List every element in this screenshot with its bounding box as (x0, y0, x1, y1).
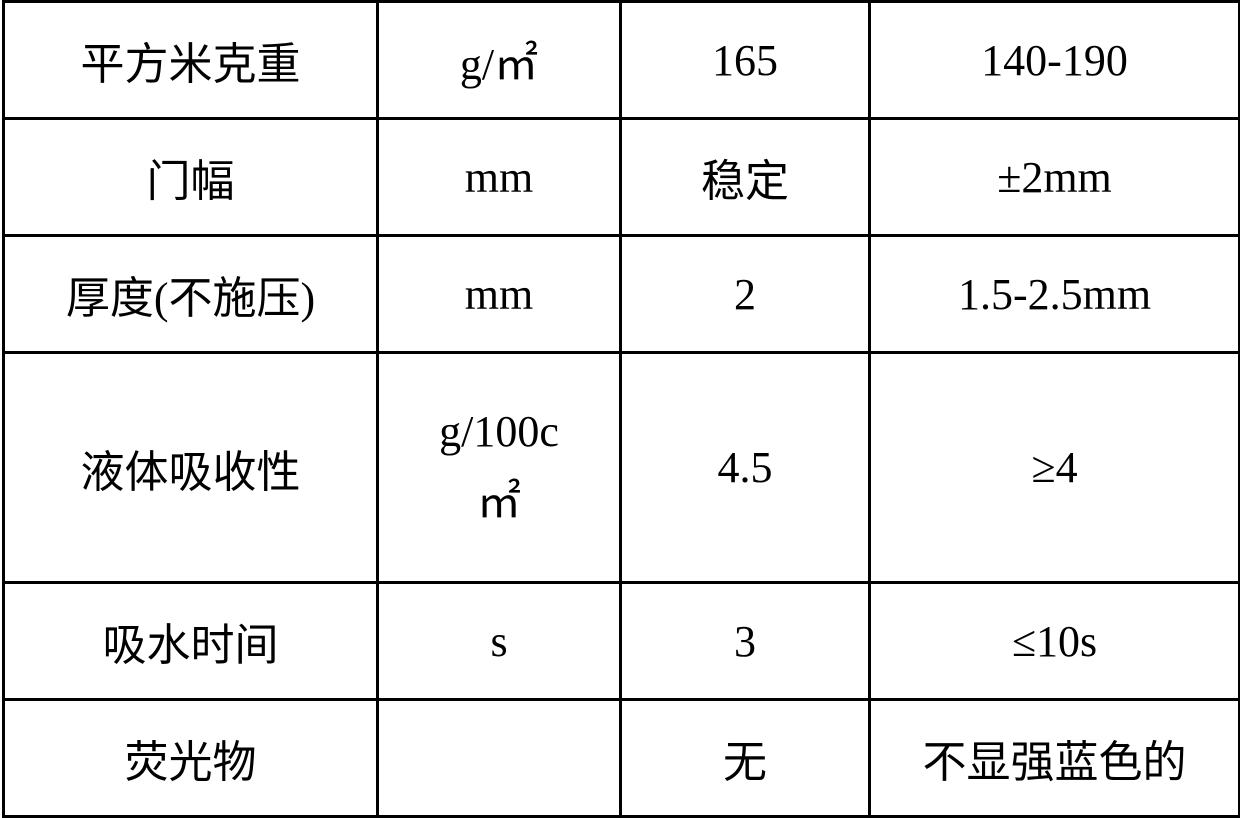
cell-spec: 不显强蓝色的 (870, 700, 1240, 817)
unit-line-1: g/100c (384, 397, 614, 467)
table-row: 平方米克重 g/㎡ 165 140-190 (4, 2, 1240, 119)
cell-value: 165 (621, 2, 870, 119)
cell-spec: 140-190 (870, 2, 1240, 119)
table-row: 厚度(不施压) mm 2 1.5-2.5mm (4, 236, 1240, 353)
cell-unit: s (378, 583, 621, 700)
cell-unit: g/100c ㎡ (378, 353, 621, 583)
cell-unit: g/㎡ (378, 2, 621, 119)
spec-table: 平方米克重 g/㎡ 165 140-190 门幅 mm 稳定 ±2mm 厚度(不… (2, 0, 1240, 818)
cell-unit: mm (378, 236, 621, 353)
spec-table-container: 平方米克重 g/㎡ 165 140-190 门幅 mm 稳定 ±2mm 厚度(不… (2, 0, 1238, 818)
cell-value: 3 (621, 583, 870, 700)
table-row: 吸水时间 s 3 ≤10s (4, 583, 1240, 700)
unit-line-2: ㎡ (384, 468, 614, 538)
cell-parameter: 荧光物 (4, 700, 378, 817)
cell-spec: ±2mm (870, 119, 1240, 236)
cell-unit (378, 700, 621, 817)
table-row: 液体吸收性 g/100c ㎡ 4.5 ≥4 (4, 353, 1240, 583)
cell-unit: mm (378, 119, 621, 236)
cell-value: 4.5 (621, 353, 870, 583)
cell-value: 无 (621, 700, 870, 817)
cell-spec: 1.5-2.5mm (870, 236, 1240, 353)
cell-parameter: 厚度(不施压) (4, 236, 378, 353)
cell-parameter: 吸水时间 (4, 583, 378, 700)
cell-spec: ≥4 (870, 353, 1240, 583)
table-row: 门幅 mm 稳定 ±2mm (4, 119, 1240, 236)
cell-parameter: 液体吸收性 (4, 353, 378, 583)
cell-value: 稳定 (621, 119, 870, 236)
cell-spec: ≤10s (870, 583, 1240, 700)
cell-value: 2 (621, 236, 870, 353)
cell-parameter: 平方米克重 (4, 2, 378, 119)
table-row: 荧光物 无 不显强蓝色的 (4, 700, 1240, 817)
cell-parameter: 门幅 (4, 119, 378, 236)
